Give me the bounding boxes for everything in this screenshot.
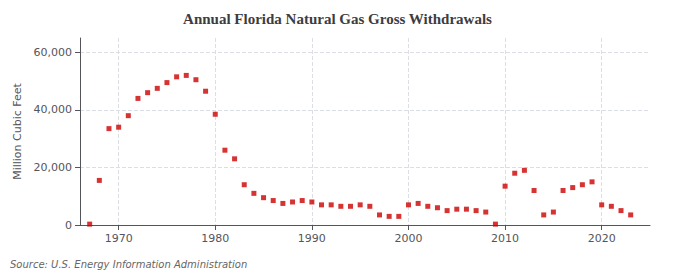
svg-text:1970: 1970 — [105, 232, 133, 245]
svg-text:Annual Florida Natural Gas Gro: Annual Florida Natural Gas Gross Withdra… — [183, 11, 492, 27]
svg-text:60,000: 60,000 — [34, 46, 73, 59]
svg-text:2010: 2010 — [491, 232, 519, 245]
svg-text:0: 0 — [65, 219, 72, 232]
svg-text:20,000: 20,000 — [34, 161, 73, 174]
svg-text:Million Cubic Feet: Million Cubic Feet — [11, 82, 24, 179]
svg-text:2020: 2020 — [588, 232, 616, 245]
svg-text:1980: 1980 — [201, 232, 229, 245]
svg-text:40,000: 40,000 — [34, 103, 73, 116]
svg-text:Source: U.S. Energy Informatio: Source: U.S. Energy Information Administ… — [10, 259, 247, 270]
svg-text:1990: 1990 — [298, 232, 326, 245]
svg-text:2000: 2000 — [394, 232, 422, 245]
